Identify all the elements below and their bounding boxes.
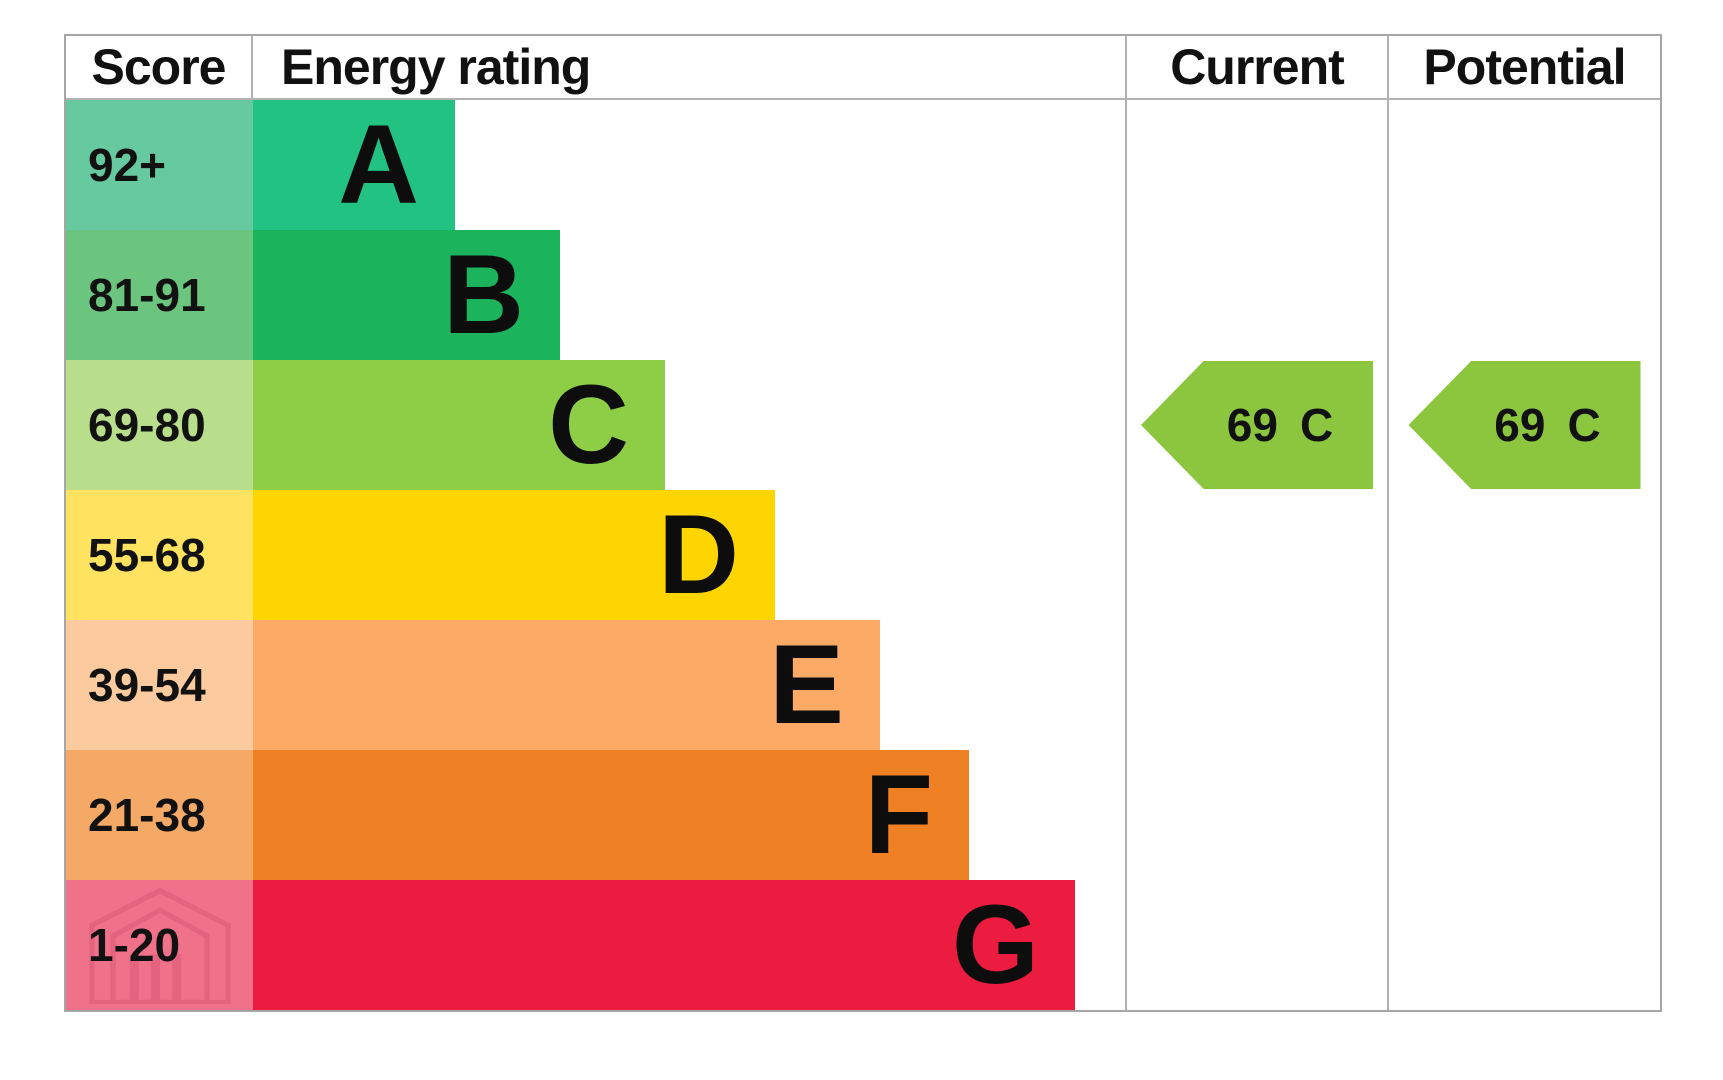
band-bar-a: A: [253, 100, 455, 230]
energy-cell-d: D: [253, 490, 1125, 620]
band-letter-g: G: [951, 882, 1039, 1007]
header-current: Current: [1125, 36, 1387, 100]
current-cell-e: [1125, 620, 1387, 750]
header-score-label: Score: [91, 39, 227, 95]
header-score: Score: [66, 36, 253, 100]
header-energy-rating: Energy rating: [253, 36, 1125, 100]
score-range-f: 21-38: [88, 789, 206, 841]
score-range-g: 1-20: [88, 919, 181, 971]
potential-cell-f: [1387, 750, 1660, 880]
potential-cell-d: [1387, 490, 1660, 620]
energy-cell-a: A: [253, 100, 1125, 230]
score-cell-a: 92+: [66, 100, 253, 230]
current-cell-d: [1125, 490, 1387, 620]
header-potential: Potential: [1387, 36, 1660, 100]
score-range-e: 39-54: [88, 659, 206, 711]
band-bar-e: E: [253, 620, 880, 750]
band-letter-d: D: [658, 492, 739, 617]
score-range-a: 92+: [88, 139, 167, 191]
header-potential-label: Potential: [1423, 39, 1626, 95]
current-cell-a: [1125, 100, 1387, 230]
potential-cell-g: [1387, 880, 1660, 1010]
band-bar-g: G: [253, 880, 1075, 1010]
score-cell-d: 55-68: [66, 490, 253, 620]
score-cell-f: 21-38: [66, 750, 253, 880]
potential-rating-arrow: 69 C: [1408, 361, 1641, 489]
score-cell-b: 81-91: [66, 230, 253, 360]
band-bar-c: C: [253, 360, 665, 490]
header-energy-rating-label: Energy rating: [281, 39, 591, 95]
score-range-d: 55-68: [88, 529, 206, 581]
potential-cell-a: [1387, 100, 1660, 230]
band-letter-f: F: [864, 752, 933, 877]
band-letter-c: C: [548, 362, 629, 487]
energy-cell-f: F: [253, 750, 1125, 880]
band-bar-d: D: [253, 490, 775, 620]
current-cell-b: [1125, 230, 1387, 360]
watermark-house-logo-icon: [89, 887, 231, 1004]
score-range-b: 81-91: [88, 269, 206, 321]
band-letter-e: E: [769, 622, 844, 747]
epc-table: Score Energy rating Current Potential 92…: [64, 34, 1662, 1012]
score-cell-e: 39-54: [66, 620, 253, 750]
header-current-label: Current: [1170, 39, 1345, 95]
potential-score-value: 69: [1494, 399, 1546, 451]
current-band-letter: C: [1299, 399, 1334, 451]
current-cell-g: [1125, 880, 1387, 1010]
current-rating-arrow: 69 C: [1141, 361, 1373, 489]
current-score-value: 69: [1226, 399, 1278, 451]
current-cell-c: 69 C: [1125, 360, 1387, 490]
score-cell-g: 1-20: [66, 880, 253, 1010]
potential-cell-c: 69 C: [1387, 360, 1660, 490]
band-letter-a: A: [338, 102, 419, 227]
potential-cell-b: [1387, 230, 1660, 360]
band-letter-b: B: [443, 232, 524, 357]
score-range-c: 69-80: [88, 399, 206, 451]
potential-band-letter: C: [1567, 399, 1601, 451]
potential-cell-e: [1387, 620, 1660, 750]
current-cell-f: [1125, 750, 1387, 880]
band-bar-b: B: [253, 230, 560, 360]
band-bar-f: F: [253, 750, 969, 880]
energy-cell-c: C: [253, 360, 1125, 490]
energy-cell-e: E: [253, 620, 1125, 750]
energy-cell-b: B: [253, 230, 1125, 360]
energy-cell-g: G: [253, 880, 1125, 1010]
score-cell-c: 69-80: [66, 360, 253, 490]
